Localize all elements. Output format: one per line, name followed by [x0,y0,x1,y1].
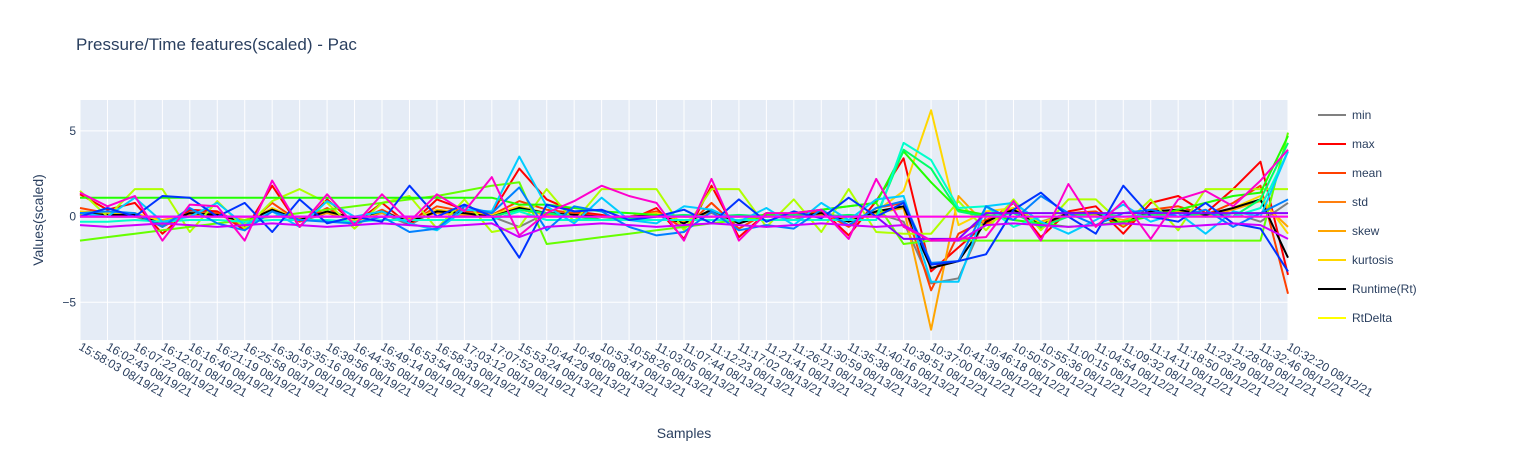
series-lines [79,109,1289,331]
legend-label: min [1352,108,1371,122]
series-line [79,186,1289,264]
y-tick-label: 5 [69,124,76,138]
series-line [79,149,1289,242]
series-line [79,222,1289,242]
y-axis-ticks: −5 0 5 [62,124,76,309]
legend: min max mean std skew kurtosis Runtime(Rt) RtDe… [1318,108,1417,325]
y-tick-label: −5 [62,295,76,309]
legend-label: RtDelta [1352,311,1392,325]
y-axis-title: Values(scaled) [30,174,46,266]
x-axis-title: Samples [657,425,711,441]
legend-label: mean [1352,166,1382,180]
legend-label: max [1352,137,1375,151]
legend-label: Runtime(Rt) [1352,282,1417,296]
legend-label: skew [1352,224,1380,238]
legend-label: kurtosis [1352,253,1393,267]
y-tick-label: 0 [69,210,76,224]
chart-title: Pressure/Time features(scaled) - Pac [76,35,357,54]
legend-label: std [1352,195,1368,209]
series-line [79,184,1289,272]
